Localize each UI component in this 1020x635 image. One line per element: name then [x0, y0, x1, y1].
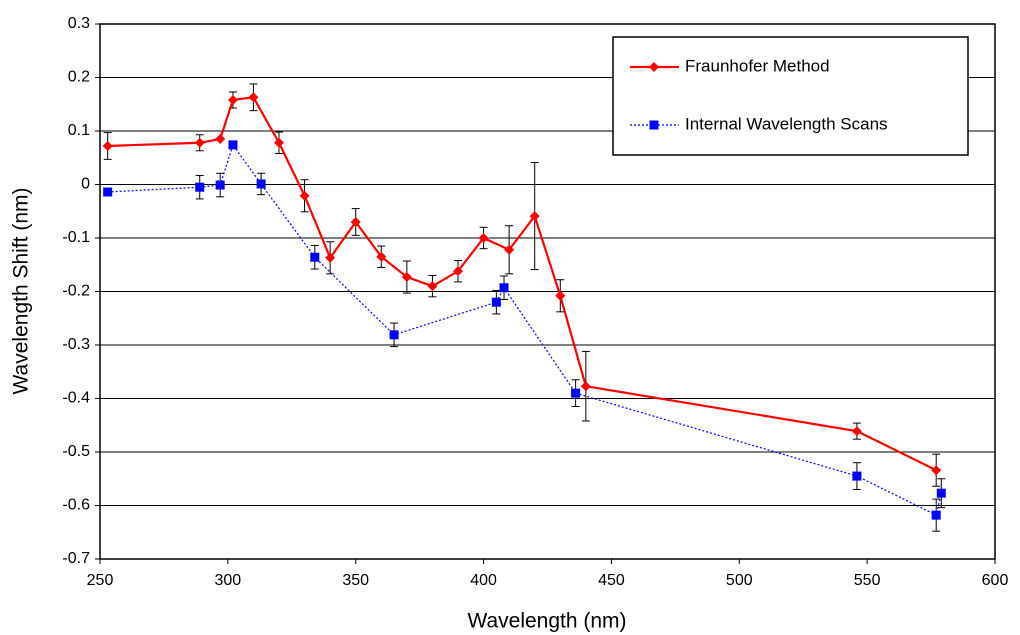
- legend-frame: [612, 36, 969, 156]
- data-point: [215, 180, 225, 190]
- y-tick-label: 0: [81, 176, 90, 193]
- y-axis-title: Wavelength Shift (nm): [10, 188, 33, 395]
- y-tick-label: -0.2: [62, 283, 90, 300]
- data-point: [299, 190, 310, 201]
- y-tick-label: -0.4: [62, 390, 90, 407]
- y-tick-label: -0.5: [62, 443, 90, 460]
- data-point: [102, 140, 113, 151]
- y-tick-label: 0.1: [68, 122, 90, 139]
- data-point: [851, 426, 862, 437]
- data-point: [499, 283, 509, 293]
- data-point: [427, 281, 438, 292]
- data-point: [256, 179, 266, 189]
- y-tick-label: -0.1: [62, 229, 90, 246]
- x-tick-label: 550: [854, 572, 881, 589]
- x-axis-title: Wavelength (nm): [467, 610, 626, 633]
- data-point: [350, 216, 361, 227]
- y-tick-label: -0.3: [62, 336, 90, 353]
- data-point: [325, 252, 336, 263]
- data-point: [478, 233, 489, 243]
- data-point: [401, 272, 412, 283]
- data-point: [228, 140, 238, 150]
- x-tick-label: 350: [342, 572, 369, 589]
- data-point: [555, 290, 566, 301]
- data-point: [453, 266, 463, 277]
- x-tick-label: 450: [598, 572, 625, 589]
- data-point: [931, 510, 941, 520]
- x-tick-label: 500: [726, 572, 753, 589]
- x-tick-label: 250: [87, 572, 114, 589]
- data-point: [529, 211, 540, 222]
- y-tick-label: -0.6: [62, 497, 90, 514]
- data-point: [248, 92, 259, 103]
- data-point: [571, 388, 581, 398]
- data-point: [389, 330, 399, 340]
- data-point: [274, 137, 284, 148]
- data-point: [580, 381, 591, 392]
- y-tick-label: -0.7: [62, 550, 90, 567]
- x-tick-label: 400: [470, 572, 497, 589]
- x-tick-label: 600: [982, 572, 1009, 589]
- legend-marker: [649, 120, 659, 130]
- data-point: [103, 187, 113, 197]
- data-point: [215, 134, 226, 145]
- data-point: [852, 471, 862, 481]
- legend-label: Fraunhofer Method: [685, 56, 830, 75]
- legend-label: Internal Wavelength Scans: [685, 114, 888, 133]
- data-point: [195, 182, 205, 192]
- x-tick-label: 300: [215, 572, 242, 589]
- data-point: [504, 244, 515, 255]
- data-point: [376, 251, 387, 262]
- y-tick-label: 0.2: [68, 69, 90, 86]
- data-point: [931, 465, 942, 476]
- legend-marker: [649, 62, 659, 72]
- y-tick-label: 0.3: [68, 15, 90, 32]
- data-point: [310, 252, 320, 262]
- data-point: [194, 137, 205, 148]
- data-point: [491, 297, 501, 307]
- data-point: [227, 94, 238, 105]
- data-point: [936, 488, 946, 498]
